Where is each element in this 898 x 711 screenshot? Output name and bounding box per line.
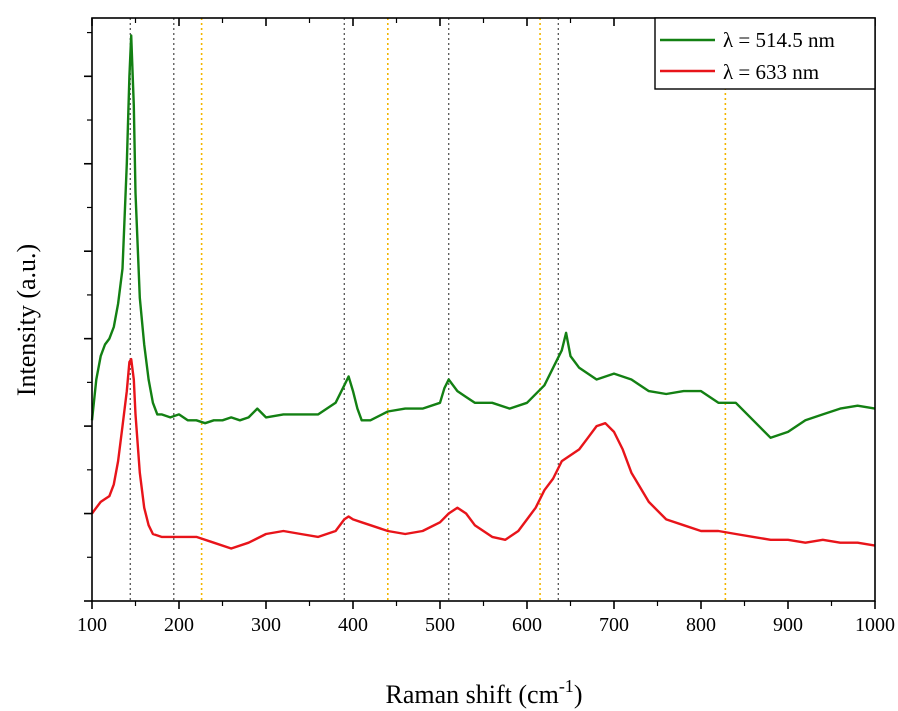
x-axis-label-main: Raman shift (cm	[386, 680, 559, 709]
x-axis-ticks: 100 200 300 400 500 600 700 800 900 1000	[77, 18, 895, 636]
reference-lines	[129, 18, 727, 601]
x-tick-label-6: 700	[599, 614, 629, 636]
x-tick-label-1: 200	[164, 614, 194, 636]
x-tick-label-9: 1000	[855, 614, 895, 636]
legend-label-green: λ = 514.5 nm	[723, 28, 835, 52]
y-axis-ticks	[84, 31, 92, 602]
x-tick-label-2: 300	[251, 614, 281, 636]
legend-label-red: λ = 633 nm	[723, 60, 819, 84]
y-axis-label: Intensity (a.u.)	[12, 244, 41, 396]
x-tick-label-8: 900	[773, 614, 803, 636]
x-axis-label: Raman shift (cm-1)	[386, 676, 583, 709]
x-tick-label-0: 100	[77, 614, 107, 636]
legend-box	[654, 17, 876, 90]
plot-frame	[91, 17, 876, 602]
series-layer	[90, 34, 876, 550]
x-tick-label-3: 400	[338, 614, 368, 636]
x-tick-label-5: 600	[512, 614, 542, 636]
x-axis-label-superscript: -1	[559, 676, 574, 696]
x-tick-label-7: 800	[686, 614, 716, 636]
legend: λ = 514.5 nm λ = 633 nm	[654, 17, 876, 90]
x-tick-label-4: 500	[425, 614, 455, 636]
series-line-0	[90, 34, 876, 439]
series-line-1	[91, 357, 876, 550]
x-axis-label-tail: )	[574, 680, 583, 709]
